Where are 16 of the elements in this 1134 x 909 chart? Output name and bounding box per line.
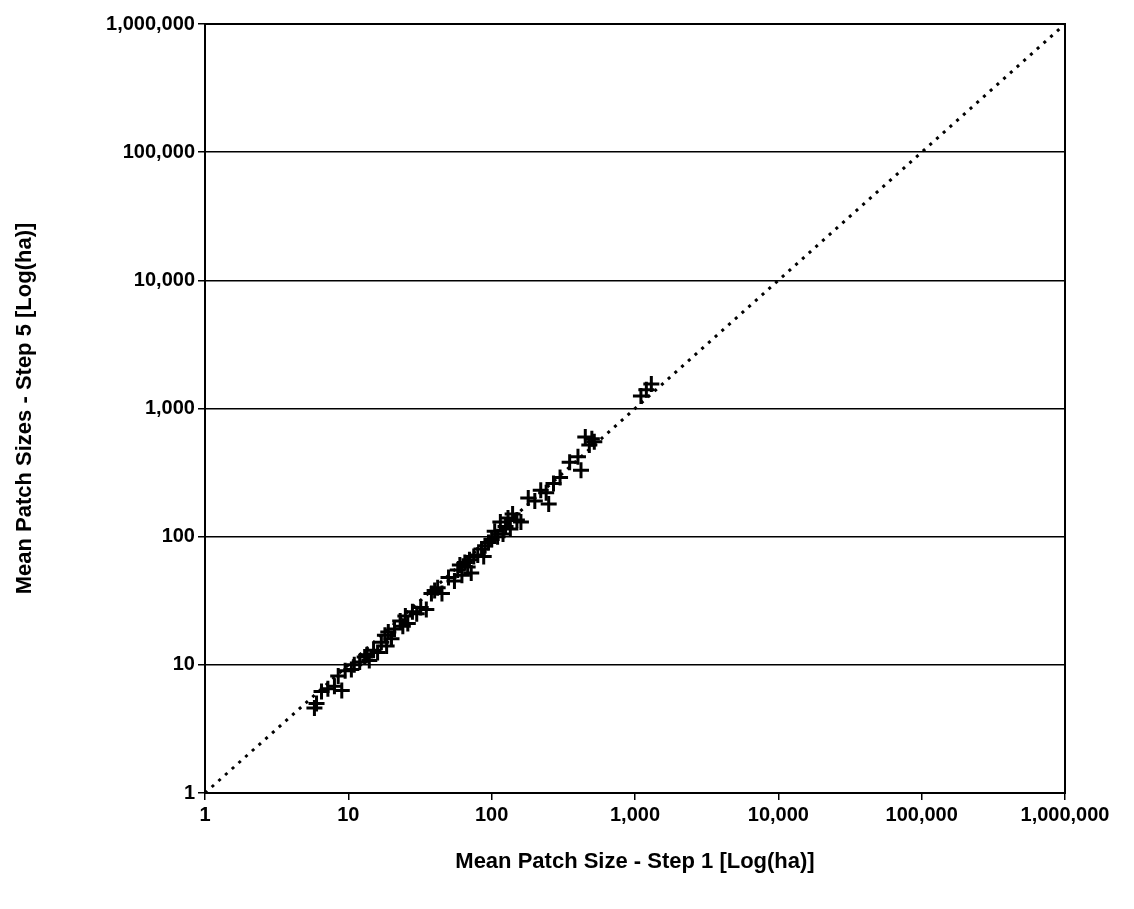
- x-axis-title: Mean Patch Size - Step 1 [Log(ha)]: [455, 847, 815, 873]
- y-tick-label: 1,000,000: [106, 11, 195, 34]
- y-tick-label: 10: [172, 652, 195, 675]
- y-tick-label: 100: [161, 524, 195, 547]
- y-axis-title: Mean Patch Sizes - Step 5 [Log(ha)]: [11, 222, 37, 595]
- x-tick-label: 10,000: [747, 802, 809, 825]
- y-tick-label: 1,000: [144, 396, 195, 419]
- x-tick-label: 100,000: [885, 802, 958, 825]
- x-tick-label: 100: [474, 802, 509, 825]
- x-tick-label: 10: [337, 802, 360, 825]
- y-tick-label: 10,000: [133, 267, 195, 290]
- y-tick-label: 1: [183, 780, 195, 803]
- x-tick-label: 1,000: [609, 802, 661, 825]
- x-tick-label: 1: [199, 802, 211, 825]
- x-tick-label: 1,000,000: [1020, 802, 1110, 825]
- y-tick-label: 100,000: [122, 139, 195, 162]
